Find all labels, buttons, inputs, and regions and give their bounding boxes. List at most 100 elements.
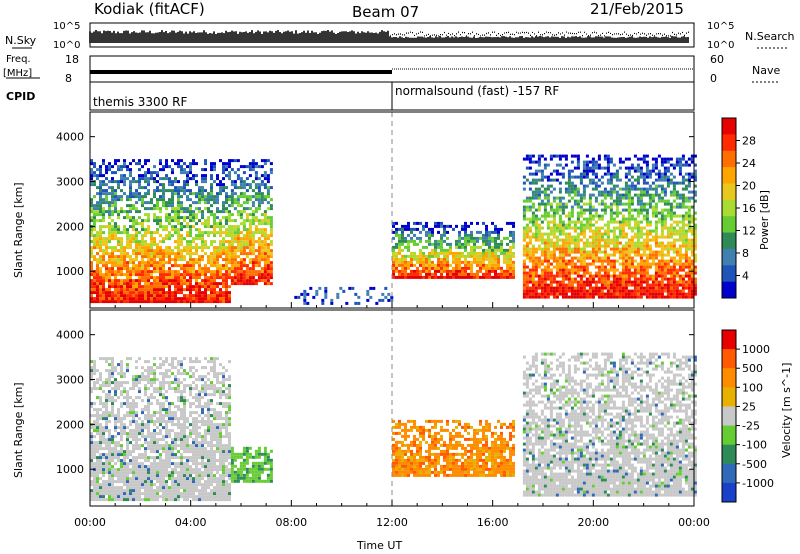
- echo-cell: [117, 258, 120, 262]
- echo-cell: [120, 177, 123, 181]
- echo-cell: [168, 270, 171, 274]
- echo-cell: [102, 426, 105, 430]
- echo-cell: [93, 216, 96, 220]
- echo-cell: [528, 277, 532, 281]
- echo-cell: [96, 168, 99, 172]
- echo-cell: [183, 300, 186, 304]
- nsearch-trace: [390, 31, 689, 37]
- echo-cell: [528, 253, 532, 257]
- echo-cell: [663, 193, 667, 197]
- echo-cell: [111, 363, 114, 367]
- echo-cell: [245, 198, 249, 202]
- echo-cell: [573, 190, 577, 194]
- echo-cell: [260, 222, 264, 226]
- echo-cell: [645, 232, 649, 236]
- echo-cell: [606, 163, 610, 167]
- echo-cell: [108, 207, 111, 211]
- echo-cell: [636, 178, 640, 182]
- echo-cell: [567, 271, 571, 275]
- echo-cell: [401, 257, 404, 261]
- echo-cell: [126, 252, 129, 256]
- power-ylabel: Slant Range [km]: [12, 182, 25, 278]
- echo-cell: [242, 252, 246, 256]
- echo-cell: [693, 199, 697, 203]
- echo-cell: [90, 447, 93, 451]
- echo-cell: [236, 282, 240, 286]
- echo-cell: [96, 267, 99, 271]
- echo-cell: [93, 243, 96, 247]
- echo-cell: [198, 291, 201, 295]
- echo-cell: [168, 165, 171, 169]
- echo-cell: [251, 258, 255, 262]
- echo-cell: [672, 220, 676, 224]
- echo-cell: [102, 255, 105, 259]
- echo-cell: [567, 217, 571, 221]
- echo-cell: [102, 405, 105, 409]
- echo-cell: [678, 256, 682, 260]
- echo-cell: [522, 217, 526, 221]
- echo-cell: [269, 198, 273, 202]
- echo-cell: [479, 236, 482, 240]
- echo-cell: [99, 459, 102, 463]
- echo-cell: [636, 235, 640, 239]
- echo-cell: [693, 259, 697, 263]
- echo-cell: [90, 471, 93, 475]
- echo-cell: [425, 260, 428, 264]
- echo-cell: [168, 231, 171, 235]
- echo-cell: [488, 266, 491, 270]
- echo-cell: [195, 192, 198, 196]
- echo-cell: [123, 231, 126, 235]
- echo-cell: [642, 208, 646, 212]
- echo-cell: [633, 259, 637, 263]
- echo-cell: [606, 154, 610, 158]
- echo-cell: [609, 259, 613, 263]
- echo-cell: [99, 285, 102, 289]
- echo-cell: [443, 251, 446, 255]
- echo-cell: [579, 193, 583, 197]
- echo-cell: [651, 187, 655, 191]
- echo-cell: [93, 282, 96, 286]
- echo-cell: [153, 288, 156, 292]
- echo-cell: [260, 276, 264, 280]
- echo-cell: [642, 160, 646, 164]
- echo-cell: [410, 254, 413, 258]
- echo-cell: [216, 195, 219, 199]
- echo-cell: [135, 228, 138, 232]
- echo-cell: [470, 254, 473, 258]
- echo-cell: [156, 231, 159, 235]
- echo-cell: [192, 174, 195, 178]
- echo-cell: [600, 277, 604, 281]
- echo-cell: [470, 272, 473, 276]
- echo-cell: [254, 282, 258, 286]
- echo-cell: [398, 275, 401, 279]
- echo-cell: [239, 252, 243, 256]
- echo-cell: [407, 248, 410, 252]
- echo-cell: [120, 285, 123, 289]
- echo-cell: [579, 199, 583, 203]
- echo-cell: [612, 289, 616, 293]
- echo-cell: [579, 289, 583, 293]
- echo-cell: [573, 292, 577, 296]
- echo-cell: [648, 283, 652, 287]
- echo-cell: [509, 254, 512, 258]
- echo-cell: [254, 171, 258, 175]
- echo-cell: [522, 214, 526, 218]
- echo-cell: [225, 228, 228, 232]
- echo-cell: [597, 229, 601, 233]
- echo-cell: [180, 297, 183, 301]
- echo-cell: [99, 168, 102, 172]
- echo-cell: [129, 189, 132, 193]
- echo-cell: [522, 175, 526, 179]
- echo-cell: [216, 207, 219, 211]
- echo-cell: [189, 276, 192, 280]
- echo-cell: [239, 246, 243, 250]
- echo-cell: [494, 263, 497, 267]
- echo-cell: [123, 483, 126, 487]
- echo-cell: [528, 289, 532, 293]
- echo-cell: [612, 259, 616, 263]
- echo-cell: [549, 244, 553, 248]
- echo-cell: [135, 180, 138, 184]
- echo-cell: [458, 239, 461, 243]
- echo-cell: [582, 295, 586, 299]
- echo-cell: [230, 246, 234, 250]
